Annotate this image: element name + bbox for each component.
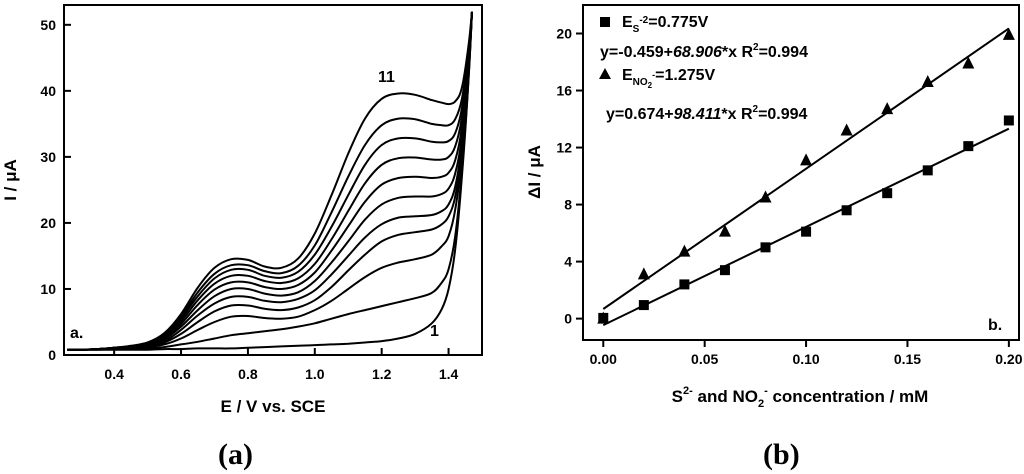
chart-b-legend: ES-2=0.775V y=-0.459+68.906*x R2=0.994 E… bbox=[599, 14, 808, 123]
point-S2- bbox=[963, 141, 974, 152]
chart-b-frame bbox=[582, 4, 1020, 341]
chart-a-corner-label: a. bbox=[70, 325, 83, 342]
x-tick-label: 0.6 bbox=[171, 366, 191, 382]
equation-s2: y=-0.459+68.906*x R2=0.994 bbox=[600, 42, 808, 61]
y-tick-label: 4 bbox=[564, 254, 572, 270]
y-tick-label: 50 bbox=[40, 17, 56, 33]
y-tick-label: 30 bbox=[40, 149, 56, 165]
point-NO2- bbox=[1002, 27, 1015, 40]
chart-a-x-label: E / V vs. SCE bbox=[221, 397, 326, 416]
curve-11 bbox=[67, 11, 473, 351]
svg-text:(a): (a) bbox=[218, 438, 253, 471]
x-tick-label: 0.15 bbox=[894, 351, 921, 367]
chart-a-cv-curves: 0.4 0.6 0.8 1.0 1.2 1.4 0 10 20 30 40 50 E / V vs.… bbox=[1, 4, 483, 416]
chart-b-y-label: ΔI / μA bbox=[525, 145, 544, 199]
svg-text:(b): (b) bbox=[763, 438, 800, 471]
y-tick-label: 8 bbox=[564, 197, 572, 213]
panel-caption-b: (b) bbox=[763, 438, 800, 471]
point-S2- bbox=[1003, 115, 1014, 126]
chart-b-x-label: S2- and NO2- concentration / mM bbox=[672, 385, 929, 410]
point-NO2- bbox=[800, 153, 813, 166]
chart-a-x-ticks: 0.4 0.6 0.8 1.0 1.2 1.4 bbox=[104, 348, 459, 382]
chart-b-y-ticks: 0 4 8 12 16 20 bbox=[556, 26, 583, 327]
legend-triangle-marker bbox=[599, 68, 611, 79]
point-S2- bbox=[679, 279, 690, 290]
x-tick-label: 1.4 bbox=[439, 366, 459, 382]
y-tick-label: 20 bbox=[556, 26, 572, 42]
y-tick-label: 40 bbox=[40, 83, 56, 99]
point-NO2- bbox=[881, 102, 894, 115]
y-tick-label: 16 bbox=[556, 83, 572, 99]
x-tick-label: 1.2 bbox=[372, 366, 392, 382]
point-NO2- bbox=[921, 74, 934, 87]
point-S2- bbox=[922, 165, 933, 176]
panel-caption-a: (a) bbox=[218, 438, 253, 471]
legend-square-marker bbox=[600, 17, 610, 27]
point-S2- bbox=[638, 300, 649, 311]
x-tick-label: 1.0 bbox=[305, 366, 325, 382]
x-tick-label: 0.10 bbox=[792, 351, 819, 367]
curve-1 bbox=[67, 11, 473, 351]
y-tick-label: 12 bbox=[556, 140, 572, 156]
chart-a-y-ticks: 0 10 20 30 40 50 bbox=[40, 17, 71, 363]
curve-2 bbox=[67, 11, 473, 351]
y-tick-label: 10 bbox=[40, 281, 56, 297]
point-NO2- bbox=[962, 56, 975, 69]
point-NO2- bbox=[597, 311, 610, 324]
x-tick-label: 0.00 bbox=[590, 351, 617, 367]
y-tick-label: 0 bbox=[48, 347, 56, 363]
legend-entry-no2: ENO2-=1.275V bbox=[622, 67, 716, 90]
point-S2- bbox=[882, 188, 893, 199]
point-S2- bbox=[841, 205, 852, 216]
y-tick-label: 20 bbox=[40, 215, 56, 231]
point-S2- bbox=[801, 226, 812, 237]
x-tick-label: 0.20 bbox=[995, 351, 1022, 367]
chart-a-series-group bbox=[67, 11, 473, 351]
chart-a-frame bbox=[63, 4, 483, 356]
point-NO2- bbox=[678, 244, 691, 257]
x-tick-label: 0.4 bbox=[104, 366, 124, 382]
chart-b-data-points bbox=[597, 27, 1015, 324]
point-S2- bbox=[760, 242, 771, 253]
point-NO2- bbox=[637, 267, 650, 280]
chart-a-curve-label-first: 1 bbox=[430, 323, 439, 340]
chart-a-y-label: I / μA bbox=[1, 159, 20, 201]
y-tick-label: 0 bbox=[564, 311, 572, 327]
fit-line-NO2- bbox=[602, 27, 1010, 310]
point-S2- bbox=[719, 265, 730, 276]
chart-b-x-ticks: 0.00 0.05 0.10 0.15 0.20 bbox=[590, 340, 1023, 367]
point-NO2- bbox=[718, 224, 731, 237]
point-NO2- bbox=[840, 123, 853, 136]
x-tick-label: 0.05 bbox=[691, 351, 718, 367]
legend-entry-s2: ES-2=0.775V bbox=[622, 14, 709, 35]
chart-b-calibration: 0.00 0.05 0.10 0.15 0.20 0 4 8 12 16 20 S2- and N… bbox=[525, 4, 1023, 410]
x-tick-label: 0.8 bbox=[238, 366, 258, 382]
equation-no2: y=0.674+98.411*x R2=0.994 bbox=[606, 104, 808, 123]
chart-b-corner-label: b. bbox=[988, 317, 1002, 334]
point-NO2- bbox=[759, 190, 772, 203]
chart-a-curve-label-last: 11 bbox=[378, 69, 395, 86]
